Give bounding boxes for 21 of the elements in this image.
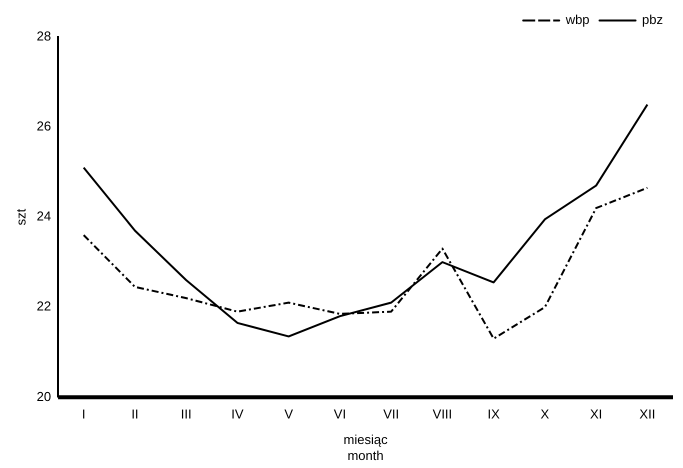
x-tick-label: VII xyxy=(383,406,400,422)
y-tick-label: 20 xyxy=(36,388,52,404)
y-axis-title: szt xyxy=(13,208,28,226)
x-tick-label: VI xyxy=(334,406,346,422)
x-axis-title: miesiąc month xyxy=(343,432,388,463)
y-tick-label: 24 xyxy=(36,208,52,224)
x-tick-label: VIII xyxy=(432,406,452,422)
x-tick-label: V xyxy=(284,406,294,422)
x-tick-label: I xyxy=(82,406,86,422)
x-tick-label: II xyxy=(131,406,139,422)
x-tick-label: III xyxy=(180,406,192,422)
y-tick-label: 22 xyxy=(36,298,52,314)
x-tick-label: XI xyxy=(590,406,602,422)
x-tick-label: IX xyxy=(487,406,500,422)
x-tick-label: IV xyxy=(231,406,244,422)
legend-label: pbz xyxy=(642,12,664,28)
legend-label: wbp xyxy=(564,12,590,28)
y-tick-label: 26 xyxy=(36,118,52,134)
x-tick-label: XII xyxy=(639,406,656,422)
y-tick-label: 28 xyxy=(36,28,52,44)
x-tick-label: X xyxy=(540,406,550,422)
